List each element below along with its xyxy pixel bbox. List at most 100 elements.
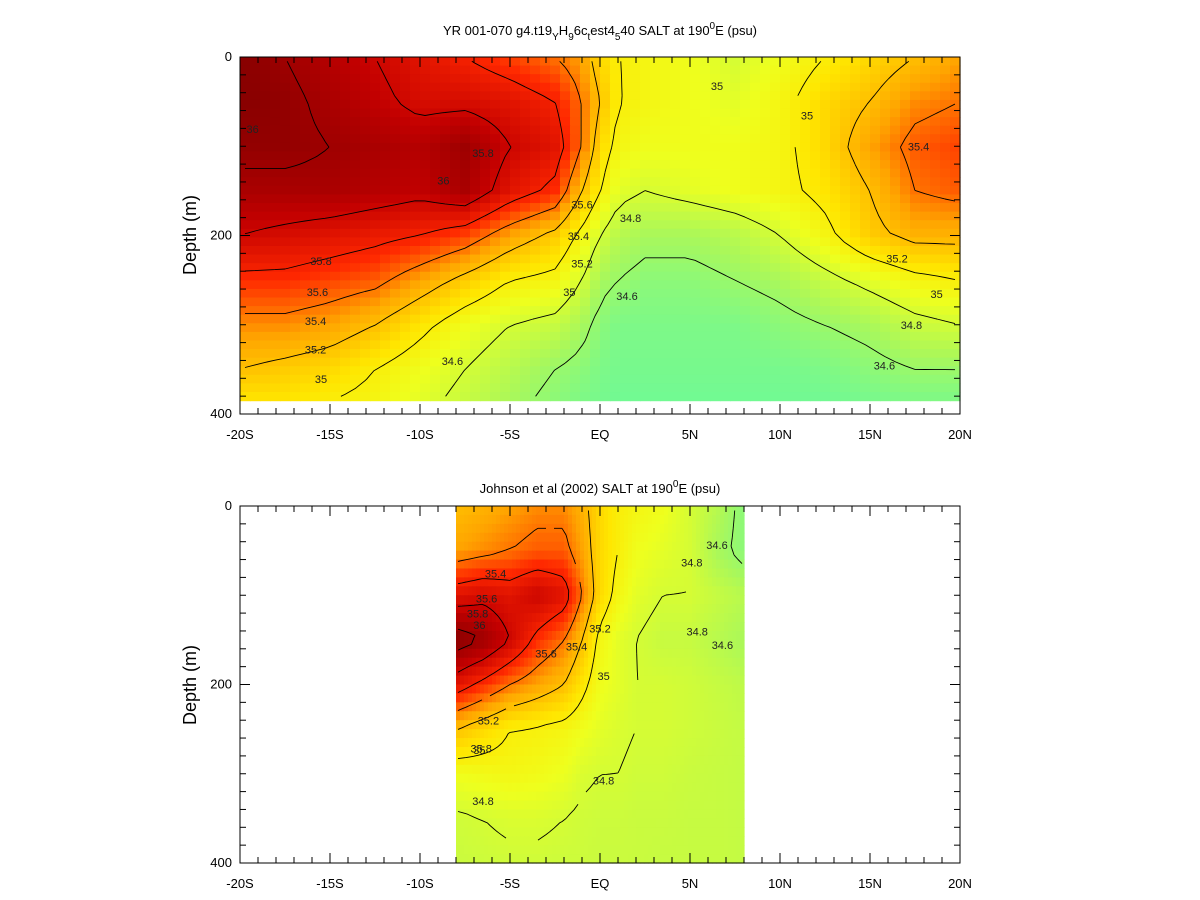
salinity-cell	[600, 383, 611, 393]
salinity-cell	[668, 506, 673, 516]
salinity-cell	[560, 392, 571, 402]
salinity-cell	[890, 74, 901, 84]
salinity-cell	[640, 711, 645, 721]
salinity-cell	[800, 263, 811, 273]
salinity-cell	[560, 514, 565, 525]
salinity-cell	[550, 142, 561, 153]
salinity-cell	[600, 639, 605, 650]
salinity-cell	[500, 514, 505, 525]
salinity-cell	[508, 675, 513, 686]
salinity-cell	[410, 91, 421, 101]
salinity-cell	[556, 514, 561, 525]
salinity-cell	[660, 99, 671, 110]
salinity-cell	[730, 220, 741, 230]
salinity-cell	[310, 160, 321, 170]
salinity-cell	[280, 151, 291, 161]
salinity-cell	[620, 550, 625, 561]
salinity-cell	[640, 65, 651, 75]
salinity-cell	[680, 568, 685, 579]
salinity-cell	[470, 99, 481, 110]
salinity-cell	[488, 657, 493, 668]
salinity-cell	[700, 82, 711, 92]
salinity-cell	[600, 720, 605, 730]
salinity-cell	[600, 523, 605, 534]
salinity-cell	[588, 541, 593, 552]
salinity-cell	[590, 306, 601, 316]
salinity-cell	[580, 550, 585, 561]
salinity-cell	[780, 99, 791, 110]
salinity-cell	[860, 254, 871, 264]
salinity-cell	[880, 91, 891, 101]
salinity-cell	[704, 622, 709, 632]
salinity-cell	[930, 211, 941, 221]
salinity-cell	[810, 177, 821, 187]
salinity-cell	[360, 237, 371, 247]
salinity-cell	[724, 630, 729, 641]
salinity-cell	[520, 366, 531, 376]
salinity-cell	[450, 99, 461, 110]
salinity-cell	[732, 532, 737, 543]
salinity-cell	[516, 514, 521, 525]
salinity-cell	[950, 125, 961, 135]
salinity-cell	[600, 541, 605, 552]
salinity-cell	[512, 666, 517, 677]
salinity-cell	[692, 657, 697, 668]
salinity-cell	[760, 280, 771, 290]
salinity-cell	[910, 392, 921, 402]
salinity-cell	[700, 297, 711, 307]
salinity-cell	[630, 357, 641, 367]
salinity-cell	[640, 702, 645, 712]
salinity-cell	[560, 117, 571, 127]
salinity-cell	[890, 297, 901, 307]
salinity-cell	[380, 168, 391, 178]
salinity-cell	[516, 693, 521, 703]
salinity-cell	[740, 648, 745, 659]
salinity-cell	[450, 91, 461, 101]
salinity-cell	[680, 357, 691, 367]
salinity-cell	[330, 168, 341, 178]
salinity-cell	[512, 586, 517, 596]
salinity-cell	[580, 684, 585, 695]
salinity-cell	[450, 374, 461, 385]
salinity-cell	[700, 550, 705, 561]
salinity-cell	[590, 237, 601, 247]
salinity-cell	[810, 151, 821, 161]
salinity-cell	[310, 74, 321, 84]
salinity-cell	[910, 374, 921, 385]
salinity-cell	[660, 314, 671, 324]
salinity-cell	[380, 185, 391, 196]
salinity-cell	[464, 586, 469, 596]
salinity-cell	[790, 254, 801, 264]
salinity-cell	[484, 613, 489, 623]
salinity-cell	[664, 613, 669, 623]
salinity-cell	[640, 532, 645, 543]
salinity-cell	[890, 288, 901, 299]
salinity-cell	[616, 586, 621, 596]
salinity-cell	[330, 306, 341, 316]
salinity-cell	[570, 108, 581, 118]
salinity-cell	[472, 622, 477, 632]
salinity-cell	[290, 228, 301, 238]
salinity-cell	[400, 177, 411, 187]
salinity-cell	[390, 151, 401, 161]
salinity-cell	[250, 108, 261, 118]
salinity-cell	[660, 349, 671, 359]
salinity-cell	[930, 392, 941, 402]
salinity-cell	[556, 711, 561, 721]
salinity-cell	[430, 314, 441, 324]
salinity-cell	[560, 340, 571, 350]
salinity-cell	[600, 613, 605, 623]
salinity-cell	[880, 220, 891, 230]
salinity-cell	[280, 57, 291, 67]
salinity-cell	[450, 160, 461, 170]
salinity-cell	[260, 314, 271, 324]
salinity-cell	[560, 185, 571, 196]
salinity-cell	[668, 523, 673, 534]
salinity-cell	[528, 630, 533, 641]
salinity-cell	[628, 523, 633, 534]
salinity-cell	[740, 693, 745, 703]
salinity-cell	[420, 271, 431, 281]
salinity-cell	[704, 532, 709, 543]
salinity-cell	[468, 568, 473, 579]
salinity-cell	[468, 684, 473, 695]
